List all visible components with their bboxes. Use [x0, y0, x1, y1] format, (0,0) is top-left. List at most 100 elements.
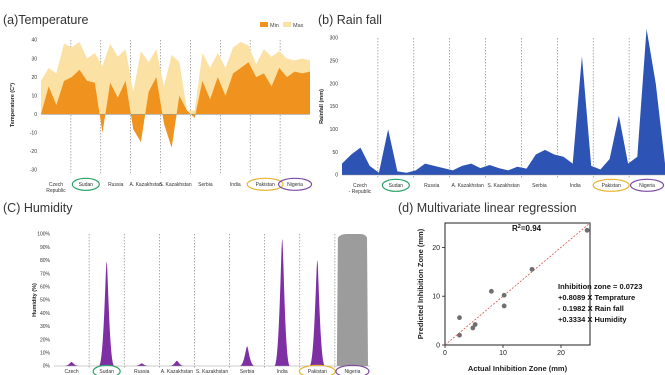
- y-tick-label: 80%: [40, 258, 51, 264]
- humidity-plot: 0% 10% 20% 30% 40% 50% 60% 70% 80% 90% 100% Humidit…: [32, 232, 370, 375]
- x-category-label-a-kazakhstan: A. Kazakhstan: [161, 369, 193, 375]
- y-tick-label: 50%: [40, 298, 51, 304]
- scatter-point: [501, 292, 507, 298]
- x-category-label-sudan: Sudan: [389, 183, 404, 189]
- x-category-label-pakistan: Pakistan: [256, 182, 275, 188]
- humidity-peak-india: [274, 239, 290, 366]
- x-category-label-s-kazakhstan: S. Kazakhstan: [159, 182, 191, 188]
- x-axis-label: Actual Inhibition Zone (mm): [468, 364, 568, 373]
- scatter-point: [457, 315, 462, 321]
- humidity-peak-russia: [134, 363, 150, 366]
- panel-humidity: (C) Humidity 0% 10% 20% 30% 40% 50% 60% 70% 80% 9…: [3, 201, 370, 375]
- x-category-label-serbia: Serbia: [198, 182, 213, 188]
- highlight-circle-pakistan: [592, 178, 630, 192]
- humidity-peak-a-kazakhstan: [169, 360, 185, 366]
- y-tick-label: 100: [330, 127, 339, 133]
- y-tick-label: -20: [30, 149, 37, 155]
- y-tick-label: 10: [31, 93, 37, 99]
- equation-line-4: +0.3334 X Humidity: [558, 315, 627, 324]
- highlight-circle-pakistan: [246, 177, 284, 191]
- y-axis-label: Predicted Inhibition Zone (mm): [416, 228, 425, 339]
- x-category-label-russia: Russia: [108, 182, 124, 188]
- y-tick-label: -10: [30, 131, 37, 137]
- y-tick-label: -30: [30, 168, 37, 174]
- x-category-label-nigeria: Nigeria: [345, 369, 361, 375]
- regression-equation: Inhibition zone = 0.0723 +0.8089 X Tempr…: [558, 282, 642, 324]
- y-tick-label: 100%: [37, 232, 50, 238]
- y-tick-label: 0: [335, 173, 338, 179]
- temperature-plot: -30 -20 -10 0 10 20 30 40 Temperature (C°) Czech R…: [10, 38, 313, 194]
- x-category-label-serbia: Serbia: [532, 183, 547, 189]
- x-category-label-czech-republic: Czech: [353, 183, 367, 189]
- x-category-label-s-kazakhstan: S. Kazakhstan: [487, 183, 519, 189]
- y-tick-label: 10%: [40, 351, 51, 357]
- scatter-point: [489, 288, 494, 294]
- y-tick-label: 0: [34, 112, 37, 118]
- y-tick-label: 90%: [40, 245, 51, 251]
- scatter-point: [470, 325, 476, 331]
- scatter-point: [457, 332, 462, 338]
- panel-title-rainfall: (b) Rain fall: [318, 13, 382, 27]
- scatter-point: [584, 227, 590, 233]
- y-tick-label: 30: [31, 56, 37, 62]
- panel-title-humidity: (C) Humidity: [3, 201, 73, 215]
- y-tick-label: 70%: [40, 271, 51, 277]
- y-axis-label: Temperature (C°): [10, 83, 16, 127]
- legend-swatch-min: [260, 22, 268, 27]
- scatter-point: [529, 266, 535, 272]
- x-category-label-nigeria: Nigeria: [639, 183, 655, 189]
- panel-title-temperature: (a)Temperature: [3, 13, 88, 27]
- y-tick-label: 20: [432, 245, 440, 252]
- y-tick-label: 30%: [40, 324, 51, 330]
- x-category-label-serbia: Serbia: [240, 369, 255, 375]
- y-tick-label: 40: [31, 38, 37, 44]
- y-tick-label: 200: [330, 81, 339, 87]
- humidity-peak-czech-republic: [63, 362, 80, 366]
- y-tick-label: 20: [31, 75, 37, 81]
- x-category-label-sudan: Sudan: [99, 369, 114, 375]
- humidity-peak-nigeria: [336, 234, 368, 366]
- plot-frame: [444, 222, 591, 346]
- series-area-rainfall: [342, 28, 665, 176]
- legend-label-max: Max: [293, 23, 304, 29]
- y-tick-label: 20%: [40, 337, 51, 343]
- x-category-label-india: India: [230, 182, 241, 188]
- y-tick-label: 250: [330, 59, 339, 65]
- y-tick-label: 10: [432, 294, 440, 301]
- x-category-label-russia: Russia: [134, 369, 150, 375]
- x-category-label-nigeria: Nigeria: [287, 182, 303, 188]
- panel-rainfall: (b) Rain fall 0 50 100 150 200 250 300 Rainfall…: [318, 13, 665, 195]
- panel-title-regression: (d) Multivariate linear regression: [398, 201, 577, 215]
- panel-regression: (d) Multivariate linear regression 0 10 20…: [398, 201, 642, 373]
- x-category-label-pakistan: Pakistan: [602, 183, 621, 189]
- highlight-circle-sudan: [381, 178, 410, 192]
- y-axis-label: Rainfall (mm): [319, 89, 325, 124]
- humidity-peak-serbia: [239, 346, 255, 366]
- rainfall-plot: 0 50 100 150 200 250 300 Rainfall (mm) Czech- Re…: [319, 28, 665, 195]
- humidity-peak-pakistan: [309, 260, 326, 366]
- y-tick-label: 300: [330, 36, 339, 42]
- x-category-label-india: India: [570, 183, 581, 189]
- panel-temperature: (a)Temperature Min Max -30 -20 -10 0 10 20 30 4…: [3, 13, 313, 194]
- x-category-label-russia: Russia: [424, 183, 440, 189]
- legend-swatch-max: [283, 22, 291, 27]
- x-category-label-czech-republic: Czech: [49, 182, 63, 188]
- highlight-circle-nigeria: [277, 177, 313, 191]
- y-axis-label: Humidity (%): [32, 283, 38, 317]
- x-category-label-india: India: [277, 369, 288, 375]
- x-category-label-pakistan: Pakistan: [308, 369, 327, 375]
- scatter-point: [501, 303, 507, 309]
- equation-line-3: - 0.1982 X Rain fall: [558, 304, 624, 313]
- legend-label-min: Min: [270, 23, 279, 29]
- highlight-circle-nigeria: [629, 178, 665, 192]
- y-tick-label: 50: [332, 150, 338, 156]
- y-tick-label: 150: [330, 104, 339, 110]
- y-tick-label: 40%: [40, 311, 51, 317]
- x-category-label-czech-republic: - Republic: [349, 189, 372, 195]
- x-category-label-a-kazakhstan: A. Kazakhstan: [451, 183, 483, 189]
- highlight-circle-sudan: [71, 177, 100, 191]
- equation-line-2: +0.8089 X Temprature: [558, 293, 635, 302]
- series-area-min: [41, 62, 310, 148]
- x-tick-label: 0: [443, 350, 447, 357]
